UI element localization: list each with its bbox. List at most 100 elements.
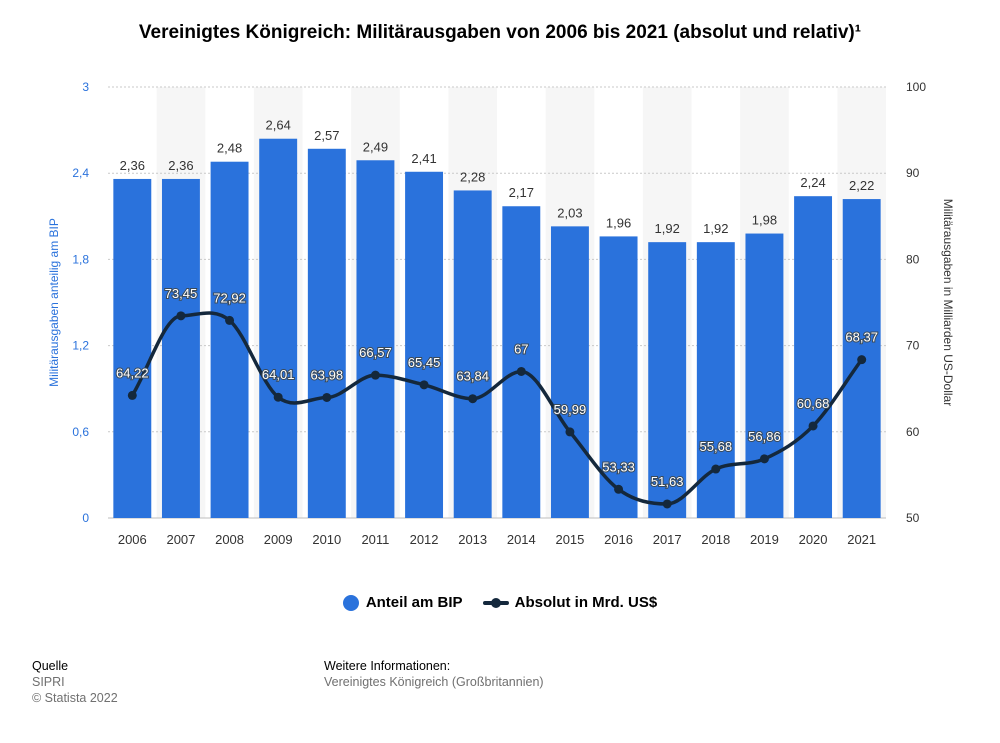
- x-tick-label: 2011: [361, 532, 389, 547]
- x-tick-label: 2020: [799, 532, 828, 547]
- bar-data-label: 2,57: [314, 128, 339, 143]
- bar: [648, 242, 687, 518]
- legend-line-swatch-icon: [482, 595, 509, 611]
- y-left-tick-label: 0,6: [72, 425, 89, 439]
- info-region: Vereinigtes Königreich (Großbritannien): [324, 675, 544, 689]
- line-point: [419, 380, 429, 390]
- line-data-label: 68,37: [845, 330, 878, 345]
- y-left-tick-label: 1,8: [72, 252, 89, 266]
- bar-data-label: 2,64: [266, 118, 291, 133]
- bar: [113, 178, 152, 519]
- line-point: [273, 392, 283, 402]
- x-tick-label: 2007: [166, 532, 195, 547]
- bar: [356, 160, 395, 518]
- bar-data-label: 2,36: [168, 158, 193, 173]
- bar-data-label: 2,41: [411, 151, 436, 166]
- y-right-tick-label: 70: [906, 339, 920, 353]
- bar-data-label: 2,49: [363, 139, 388, 154]
- bar: [405, 171, 444, 518]
- y-right-tick-label: 80: [906, 252, 920, 266]
- bar: [550, 226, 589, 518]
- line-data-label: 53,33: [602, 459, 635, 474]
- bar-data-label: 2,24: [800, 175, 825, 190]
- x-tick-label: 2019: [750, 532, 779, 547]
- y-right-tick-label: 60: [906, 425, 920, 439]
- bar: [259, 138, 298, 518]
- bar: [599, 236, 638, 518]
- bar-data-label: 2,22: [849, 178, 874, 193]
- line-data-label: 63,84: [456, 369, 489, 384]
- bar: [794, 196, 833, 519]
- bar: [453, 190, 492, 518]
- y-right-axis-label: Militärausgaben in Milliarden US-Dollar: [941, 199, 955, 406]
- bar-data-label: 1,92: [655, 221, 680, 236]
- y-left-tick-label: 0: [82, 511, 89, 525]
- y-left-tick-label: 1,2: [72, 339, 89, 353]
- line-point: [662, 499, 672, 509]
- line-data-label: 65,45: [408, 355, 441, 370]
- line-point: [225, 315, 235, 325]
- bar-data-label: 1,98: [752, 213, 777, 228]
- line-point: [711, 464, 721, 474]
- footer-info: Weitere Informationen: Vereinigtes König…: [324, 658, 544, 690]
- x-tick-label: 2012: [410, 532, 439, 547]
- x-tick-label: 2013: [458, 532, 487, 547]
- line-data-label: 64,01: [262, 367, 295, 382]
- chart-title: Vereinigtes Königreich: Militärausgaben …: [138, 22, 862, 43]
- bar-data-label: 2,48: [217, 141, 242, 156]
- bar-data-label: 2,03: [557, 205, 582, 220]
- x-tick-label: 2015: [555, 532, 584, 547]
- legend-item-bar[interactable]: Anteil am BIP: [342, 594, 463, 611]
- line-data-label: 73,45: [165, 286, 198, 301]
- source-name[interactable]: SIPRI: [32, 675, 65, 689]
- x-tick-label: 2009: [264, 532, 293, 547]
- line-data-label: 72,92: [213, 290, 246, 305]
- bar-data-label: 2,28: [460, 169, 485, 184]
- line-data-label: 55,68: [700, 439, 733, 454]
- x-tick-label: 2014: [507, 532, 536, 547]
- line-point: [370, 370, 380, 380]
- line-point: [759, 454, 769, 464]
- copyright[interactable]: © Statista 2022: [32, 691, 118, 705]
- line-point: [468, 394, 478, 404]
- bar: [745, 233, 784, 519]
- legend: Anteil am BIP Absolut in Mrd. US$: [0, 594, 1000, 615]
- line-point: [614, 484, 624, 494]
- y-right-tick-label: 50: [906, 511, 920, 525]
- line-point: [565, 427, 575, 437]
- line-point: [516, 366, 526, 376]
- bar: [307, 148, 346, 518]
- line-data-label: 66,57: [359, 345, 392, 360]
- x-tick-label: 2017: [653, 532, 682, 547]
- bar: [502, 206, 541, 518]
- absolute-series-line: [130, 311, 864, 506]
- line-data-label: 63,98: [311, 367, 344, 382]
- line-data-label: 60,68: [797, 396, 830, 411]
- x-tick-label: 2006: [118, 532, 147, 547]
- x-tick-label: 2018: [701, 532, 730, 547]
- bar-data-label: 1,96: [606, 215, 631, 230]
- line-point: [857, 355, 867, 365]
- line-data-label: 56,86: [748, 429, 781, 444]
- line-point: [808, 421, 818, 431]
- y-right-tick-label: 90: [906, 166, 920, 180]
- footer-source: Quelle SIPRI © Statista 2022: [32, 658, 118, 706]
- legend-item-line[interactable]: Absolut in Mrd. US$: [482, 594, 658, 611]
- bar-data-label: 2,17: [509, 185, 534, 200]
- line-data-label: 59,99: [554, 402, 587, 417]
- x-tick-label: 2021: [847, 532, 876, 547]
- legend-bar-label: Anteil am BIP: [365, 594, 463, 611]
- line-data-label: 67: [514, 341, 528, 356]
- x-tick-label: 2008: [215, 532, 244, 547]
- legend-bar-swatch-icon: [342, 594, 359, 611]
- y-right-tick-label: 100: [906, 80, 926, 94]
- bar-data-label: 1,92: [703, 221, 728, 236]
- legend-line-label: Absolut in Mrd. US$: [514, 594, 658, 611]
- y-left-axis-label: Militärausgaben anteilig am BIP: [47, 218, 61, 387]
- y-left-tick-label: 3: [82, 80, 89, 94]
- info-heading: Weitere Informationen:: [324, 659, 451, 673]
- bar-data-label: 2,36: [120, 158, 145, 173]
- source-heading: Quelle: [32, 659, 69, 673]
- line-point: [322, 392, 332, 402]
- bar: [161, 178, 200, 519]
